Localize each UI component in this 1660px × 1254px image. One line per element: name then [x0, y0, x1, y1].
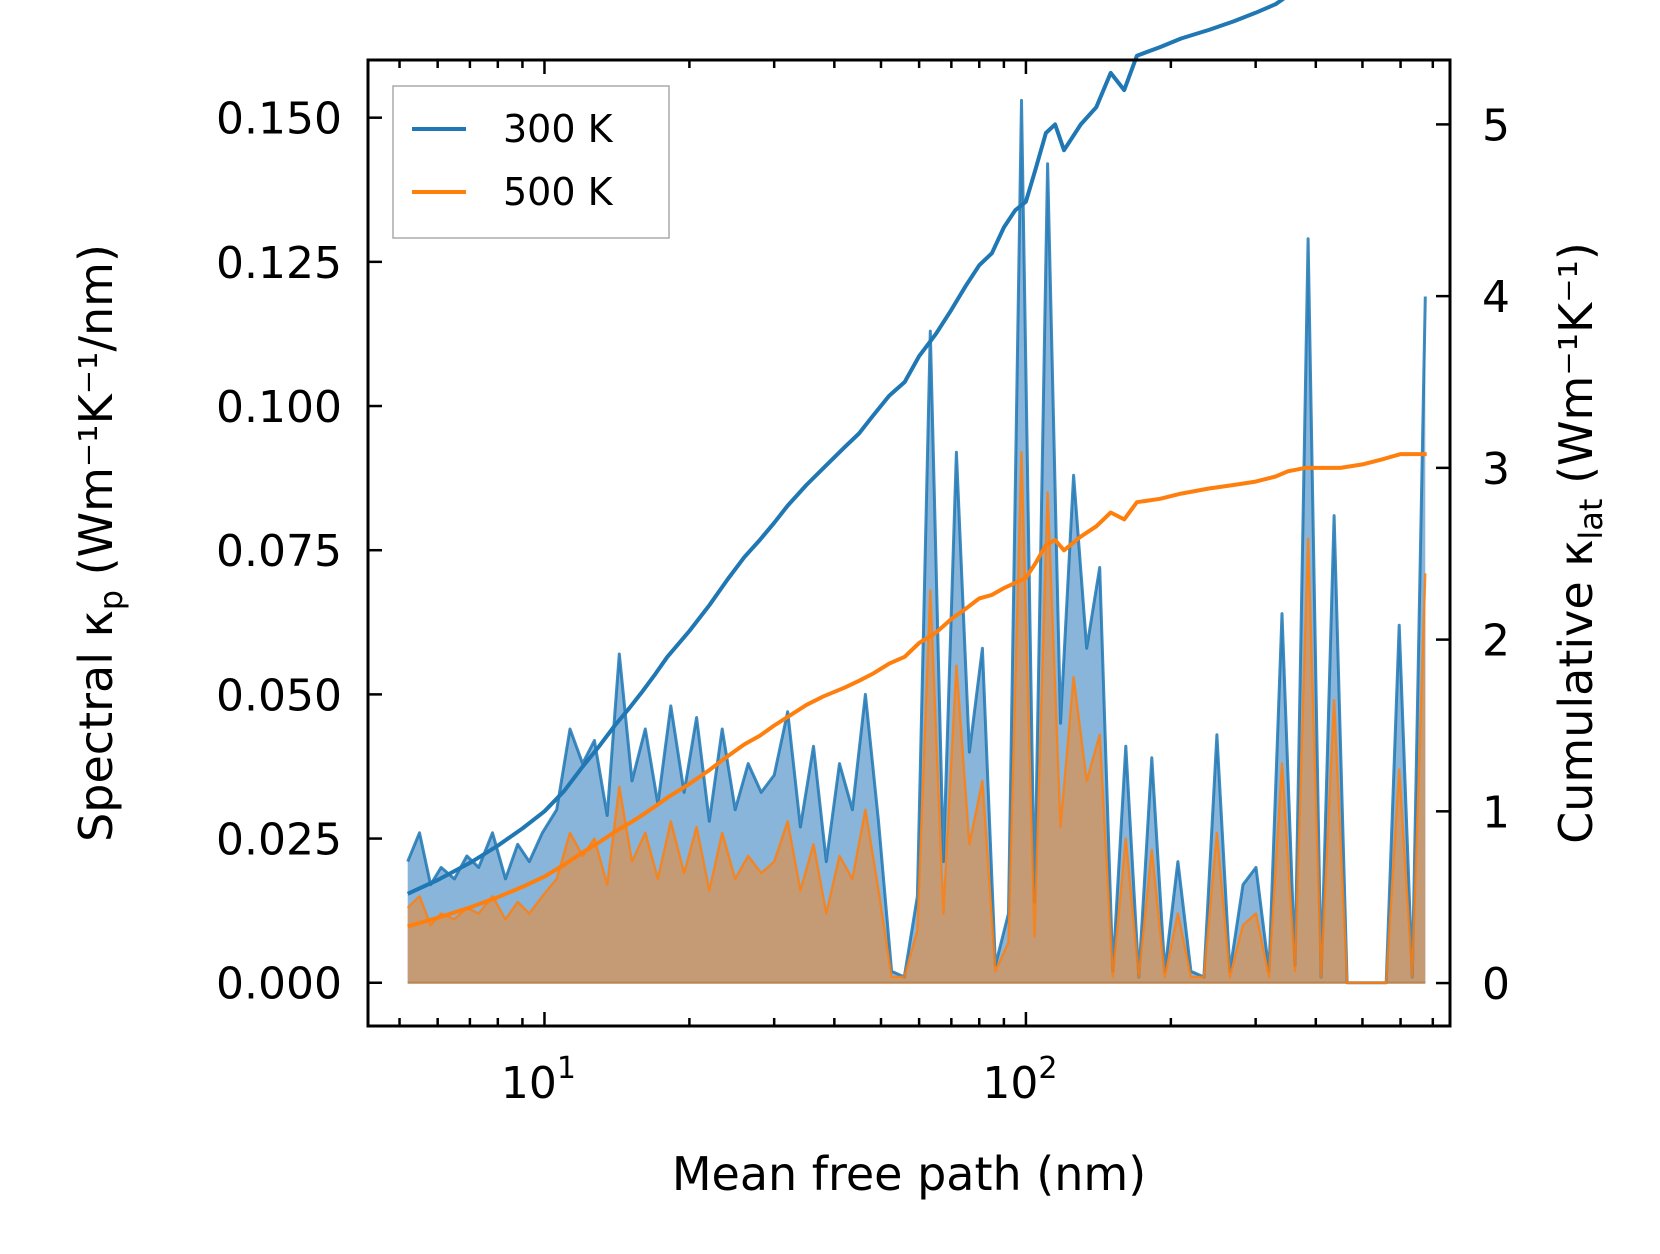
- y-left-tick-label: 0.050: [216, 670, 342, 721]
- y-left-axis-title: Spectral κp (Wm⁻¹K⁻¹/nm): [69, 244, 130, 842]
- plot-frame: [366, 58, 1452, 1028]
- cumulative-line-500k: [407, 452, 1427, 929]
- x-tick-label-base: 10: [982, 1058, 1038, 1109]
- legend: 300 K 500 K: [392, 85, 670, 239]
- y-right-title-unit: (Wm⁻¹K⁻¹): [1549, 242, 1603, 498]
- spectral-line-300k: [406, 98, 1427, 985]
- y-left-tick-label: 0.125: [216, 238, 342, 289]
- cumulative-line-layer: [406, 0, 1427, 929]
- y-right-title-main: Cumulative κ: [1549, 540, 1603, 844]
- x-tick-label: 101: [501, 1051, 576, 1109]
- y-right-tick-label: 3: [1482, 444, 1510, 495]
- legend-box: [392, 85, 670, 239]
- spectral-line-layer: [406, 98, 1427, 985]
- legend-label-500k: 500 K: [503, 170, 614, 214]
- x-tick-label: 102: [982, 1051, 1057, 1109]
- y-left-tick-label: 0.075: [216, 526, 342, 577]
- y-right-tick-label: 0: [1482, 959, 1510, 1010]
- legend-label-300k: 300 K: [503, 107, 614, 151]
- x-tick-label-exp: 2: [1038, 1051, 1057, 1086]
- y-right-tick-label: 5: [1482, 100, 1510, 151]
- y-right-axis-title: Cumulative κlat (Wm⁻¹K⁻¹): [1549, 242, 1610, 844]
- y-left-tick-label: 0.000: [216, 959, 342, 1010]
- y-right-tick-label: 4: [1482, 272, 1510, 323]
- y-right-tick-label: 1: [1482, 787, 1510, 838]
- y-left-title-main: Spectral κ: [69, 610, 123, 842]
- tick-layer: 101 1020.0000.0250.0500.0750.1000.1250.15…: [216, 60, 1510, 1109]
- y-right-title-sub: lat: [1572, 499, 1610, 540]
- cumulative-line-300k: [406, 0, 1286, 896]
- y-left-title-unit: (Wm⁻¹K⁻¹/nm): [69, 244, 123, 590]
- x-tick-label-base: 10: [501, 1058, 557, 1109]
- y-left-tick-label: 0.025: [216, 815, 342, 866]
- y-right-tick-label: 2: [1482, 616, 1510, 667]
- y-left-tick-label: 0.150: [216, 94, 342, 145]
- x-tick-label-exp: 1: [557, 1051, 576, 1086]
- spectral-line-500k: [406, 451, 1427, 984]
- x-axis-title: Mean free path (nm): [672, 1147, 1146, 1201]
- y-left-title-sub: p: [92, 590, 130, 610]
- y-left-tick-label: 0.100: [216, 382, 342, 433]
